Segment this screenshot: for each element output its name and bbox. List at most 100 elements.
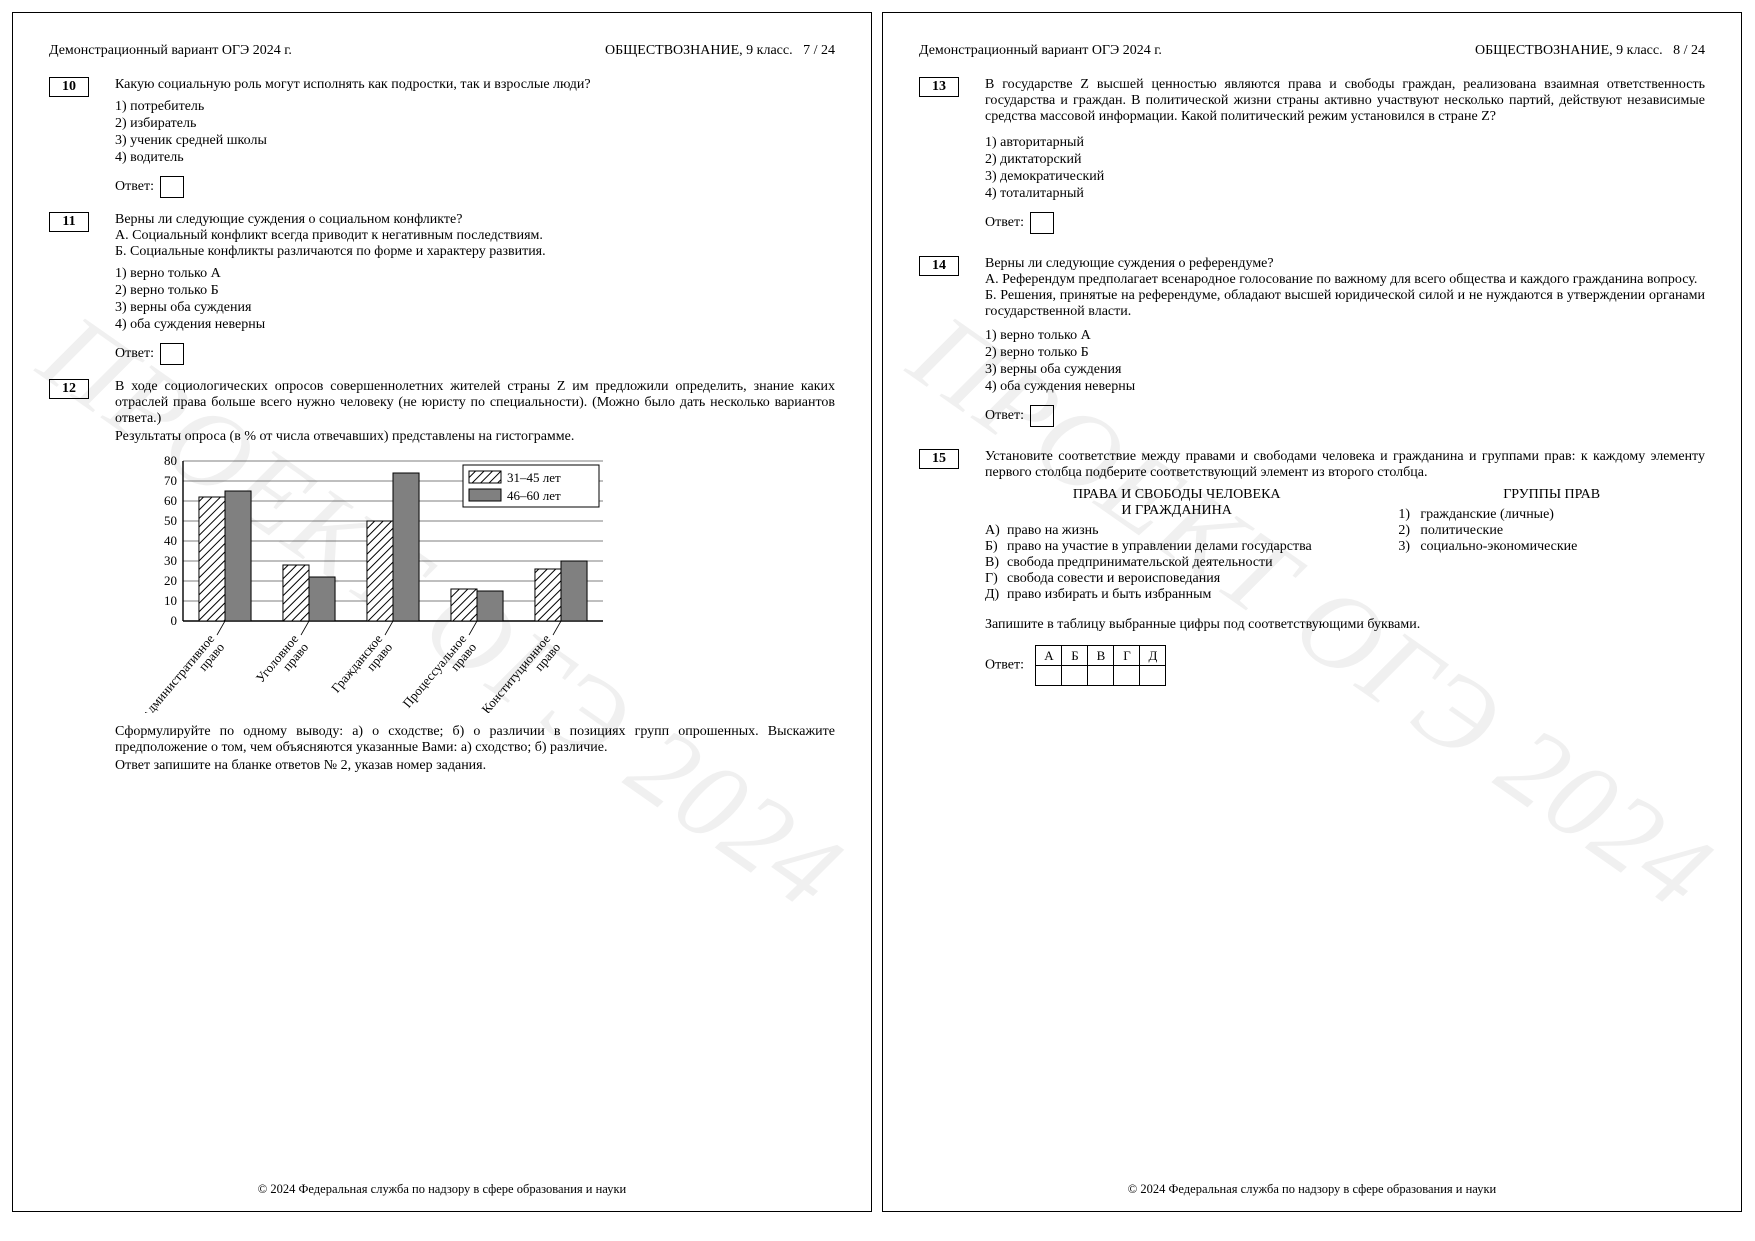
answer-box[interactable]	[160, 176, 184, 198]
option: 3) демократический	[985, 169, 1705, 185]
page-footer: © 2024 Федеральная служба по надзору в с…	[883, 1182, 1741, 1197]
matching-instruction: Запишите в таблицу выбранные цифры под с…	[985, 617, 1705, 633]
option: 1) потребитель	[115, 99, 835, 115]
header-left: Демонстрационный вариант ОГЭ 2024 г.	[919, 43, 1162, 59]
option: 4) оба суждения неверны	[985, 379, 1705, 395]
question-stem: В государстве Z высшей ценностью являютс…	[985, 77, 1705, 125]
match-col-right: ГРУППЫ ПРАВ 1)гражданские (личные)2)поли…	[1398, 487, 1705, 603]
option: 1) верно только А	[985, 328, 1705, 344]
svg-text:60: 60	[164, 493, 177, 508]
statement-a: А. Референдум предполагает всенародное г…	[985, 272, 1705, 288]
question-stem: Верны ли следующие суждения о социальном…	[115, 212, 835, 228]
option: 2) избиратель	[115, 116, 835, 132]
match-list-left: А)право на жизньБ)право на участие в упр…	[985, 523, 1368, 603]
answer-label: Ответ:	[115, 346, 154, 361]
svg-text:50: 50	[164, 513, 177, 528]
answer-table-cell[interactable]	[1114, 666, 1140, 686]
page-spread: ПРОЕКТ ОГЭ 2024 Демонстрационный вариант…	[12, 12, 1743, 1212]
answer-box[interactable]	[1030, 212, 1054, 234]
answer-box[interactable]	[160, 343, 184, 365]
match-list-right: 1)гражданские (личные)2)политические3)со…	[1398, 507, 1705, 555]
match-item: 2)политические	[1398, 523, 1705, 539]
question-number: 13	[919, 77, 959, 97]
question-11: 11 Верны ли следующие суждения о социаль…	[49, 212, 835, 365]
question-after-1: Сформулируйте по одному выводу: а) о схо…	[115, 724, 835, 756]
svg-text:70: 70	[164, 473, 177, 488]
header-left: Демонстрационный вариант ОГЭ 2024 г.	[49, 43, 292, 59]
question-10: 10 Какую социальную роль могут исполнять…	[49, 77, 835, 198]
statement-b: Б. Решения, принятые на референдуме, обл…	[985, 288, 1705, 320]
question-14: 14 Верны ли следующие суждения о референ…	[919, 256, 1705, 427]
answer-line: Ответ:	[985, 212, 1705, 234]
question-13: 13 В государстве Z высшей ценностью явля…	[919, 77, 1705, 234]
statement-b: Б. Социальные конфликты различаются по ф…	[115, 244, 835, 260]
answer-table[interactable]: АБВГД	[1035, 645, 1166, 686]
option: 3) верны оба суждения	[115, 300, 835, 316]
page-header: Демонстрационный вариант ОГЭ 2024 г. ОБЩ…	[919, 43, 1705, 59]
option-list: 1) верно только А 2) верно только Б 3) в…	[985, 328, 1705, 395]
option: 2) диктаторский	[985, 152, 1705, 168]
question-number: 14	[919, 256, 959, 276]
answer-line: Ответ:	[115, 343, 835, 365]
question-stem: Установите соответствие между правами и …	[985, 449, 1705, 481]
answer-table-cell[interactable]	[1140, 666, 1166, 686]
bar-chart: 01020304050607080АдминистративноеправоУг…	[145, 453, 835, 718]
svg-text:31–45 лет: 31–45 лет	[507, 470, 561, 485]
question-number: 12	[49, 379, 89, 399]
question-stem-2: Результаты опроса (в % от числа отвечавш…	[115, 429, 835, 445]
option: 4) тоталитарный	[985, 186, 1705, 202]
answer-table-cell[interactable]	[1088, 666, 1114, 686]
svg-text:30: 30	[164, 553, 177, 568]
answer-table-header: Б	[1062, 646, 1088, 666]
page-footer: © 2024 Федеральная служба по надзору в с…	[13, 1182, 871, 1197]
option: 2) верно только Б	[115, 283, 835, 299]
match-col-left: ПРАВА И СВОБОДЫ ЧЕЛОВЕКАИ ГРАЖДАНИНА А)п…	[985, 487, 1368, 603]
answer-table-header: А	[1036, 646, 1062, 666]
answer-table-cell[interactable]	[1036, 666, 1062, 686]
option: 4) оба суждения неверны	[115, 317, 835, 333]
statement-a: А. Социальный конфликт всегда приводит к…	[115, 228, 835, 244]
match-item: Б)право на участие в управлении делами г…	[985, 539, 1368, 555]
header-right: ОБЩЕСТВОЗНАНИЕ, 9 класс. 8 / 24	[1475, 43, 1705, 59]
question-15: 15 Установите соответствие между правами…	[919, 449, 1705, 686]
answer-label: Ответ:	[115, 179, 154, 194]
question-stem: В ходе социологических опросов совершенн…	[115, 379, 835, 427]
match-header-right: ГРУППЫ ПРАВ	[1398, 487, 1705, 503]
answer-line: Ответ: АБВГД	[985, 645, 1705, 686]
match-item: 1)гражданские (личные)	[1398, 507, 1705, 523]
answer-label: Ответ:	[985, 215, 1024, 230]
svg-text:46–60 лет: 46–60 лет	[507, 488, 561, 503]
svg-text:80: 80	[164, 453, 177, 468]
option: 1) верно только А	[115, 266, 835, 282]
answer-table-cell[interactable]	[1062, 666, 1088, 686]
answer-table-header: В	[1088, 646, 1114, 666]
answer-label: Ответ:	[985, 658, 1024, 673]
answer-box[interactable]	[1030, 405, 1054, 427]
match-item: А)право на жизнь	[985, 523, 1368, 539]
option-list: 1) верно только А 2) верно только Б 3) в…	[115, 266, 835, 333]
chart-svg: 01020304050607080АдминистративноеправоУг…	[145, 453, 615, 713]
option: 2) верно только Б	[985, 345, 1705, 361]
svg-text:10: 10	[164, 593, 177, 608]
svg-text:0: 0	[171, 613, 178, 628]
option: 4) водитель	[115, 150, 835, 166]
match-item: В)свобода предпринимательской деятельнос…	[985, 555, 1368, 571]
answer-table-header: Д	[1140, 646, 1166, 666]
question-stem: Верны ли следующие суждения о референдум…	[985, 256, 1705, 272]
svg-text:20: 20	[164, 573, 177, 588]
question-after-2: Ответ запишите на бланке ответов № 2, ук…	[115, 758, 835, 774]
question-stem: Какую социальную роль могут исполнять ка…	[115, 77, 835, 93]
option: 3) ученик средней школы	[115, 133, 835, 149]
question-number: 15	[919, 449, 959, 469]
match-header-left: ПРАВА И СВОБОДЫ ЧЕЛОВЕКАИ ГРАЖДАНИНА	[985, 487, 1368, 519]
question-12: 12 В ходе социологических опросов соверш…	[49, 379, 835, 774]
question-number: 10	[49, 77, 89, 97]
answer-table-header: Г	[1114, 646, 1140, 666]
answer-line: Ответ:	[115, 176, 835, 198]
page-7: ПРОЕКТ ОГЭ 2024 Демонстрационный вариант…	[12, 12, 872, 1212]
option: 3) верны оба суждения	[985, 362, 1705, 378]
page-8: ПРОЕКТ ОГЭ 2024 Демонстрационный вариант…	[882, 12, 1742, 1212]
option-list: 1) потребитель 2) избиратель 3) ученик с…	[115, 99, 835, 166]
answer-label: Ответ:	[985, 408, 1024, 423]
match-item: Д)право избирать и быть избранным	[985, 587, 1368, 603]
